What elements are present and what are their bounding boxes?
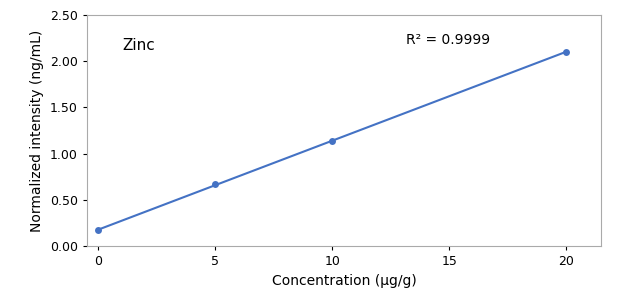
X-axis label: Concentration (µg/g): Concentration (µg/g) — [272, 274, 417, 288]
Y-axis label: Normalized intensity (ng/mL): Normalized intensity (ng/mL) — [30, 29, 44, 232]
Text: Zinc: Zinc — [123, 38, 156, 53]
Text: R² = 0.9999: R² = 0.9999 — [406, 34, 490, 47]
